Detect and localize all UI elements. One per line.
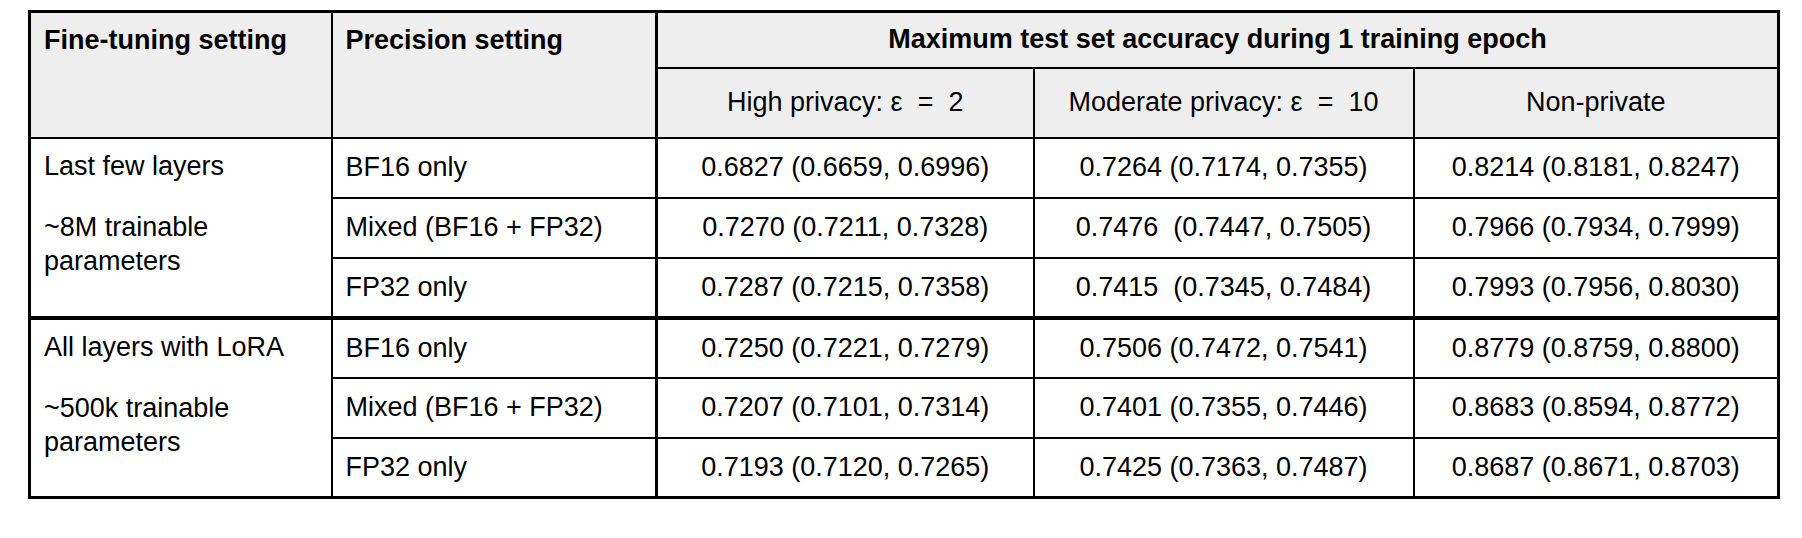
accuracy-cell-high-privacy: 0.7270 (0.7211, 0.7328) [657,198,1034,258]
results-table: Fine-tuning setting Precision setting Ma… [28,10,1780,499]
accuracy-cell-non-private: 0.8779 (0.8759, 0.8800) [1414,318,1779,378]
col-header-precision-setting: Precision setting [332,12,657,138]
header-row-1: Fine-tuning setting Precision setting Ma… [30,12,1779,68]
table-row: Last few layers ~8M trainable parameters… [30,138,1779,198]
group-label-line1: All layers with LoRA [44,330,319,364]
accuracy-cell-high-privacy: 0.7207 (0.7101, 0.7314) [657,378,1034,438]
col-header-fine-tuning-setting: Fine-tuning setting [30,12,332,138]
page: Fine-tuning setting Precision setting Ma… [0,0,1802,519]
precision-cell: FP32 only [332,438,657,498]
table-row: All layers with LoRA ~500k trainable par… [30,318,1779,378]
subheader-moderate-privacy: Moderate privacy: ε = 10 [1034,68,1414,138]
subheader-high-privacy: High privacy: ε = 2 [657,68,1034,138]
accuracy-cell-moderate-privacy: 0.7264 (0.7174, 0.7355) [1034,138,1414,198]
accuracy-cell-non-private: 0.8214 (0.8181, 0.8247) [1414,138,1779,198]
accuracy-cell-high-privacy: 0.7287 (0.7215, 0.7358) [657,258,1034,318]
span-header-max-accuracy: Maximum test set accuracy during 1 train… [657,12,1779,68]
accuracy-cell-high-privacy: 0.7250 (0.7221, 0.7279) [657,318,1034,378]
accuracy-cell-moderate-privacy: 0.7425 (0.7363, 0.7487) [1034,438,1414,498]
accuracy-cell-non-private: 0.8683 (0.8594, 0.8772) [1414,378,1779,438]
accuracy-cell-moderate-privacy: 0.7401 (0.7355, 0.7446) [1034,378,1414,438]
accuracy-cell-non-private: 0.8687 (0.8671, 0.8703) [1414,438,1779,498]
group-label-last-few-layers: Last few layers ~8M trainable parameters [30,138,332,318]
group-label-line2: ~8M trainable parameters [44,210,319,278]
accuracy-cell-moderate-privacy: 0.7415 (0.7345, 0.7484) [1034,258,1414,318]
group-label-all-layers-lora: All layers with LoRA ~500k trainable par… [30,318,332,498]
accuracy-cell-non-private: 0.7966 (0.7934, 0.7999) [1414,198,1779,258]
precision-cell: BF16 only [332,138,657,198]
accuracy-cell-moderate-privacy: 0.7476 (0.7447, 0.7505) [1034,198,1414,258]
accuracy-cell-high-privacy: 0.6827 (0.6659, 0.6996) [657,138,1034,198]
precision-cell: FP32 only [332,258,657,318]
subheader-non-private: Non-private [1414,68,1779,138]
precision-cell: BF16 only [332,318,657,378]
accuracy-cell-non-private: 0.7993 (0.7956, 0.8030) [1414,258,1779,318]
precision-cell: Mixed (BF16 + FP32) [332,378,657,438]
group-label-line2: ~500k trainable parameters [44,391,319,459]
accuracy-cell-moderate-privacy: 0.7506 (0.7472, 0.7541) [1034,318,1414,378]
accuracy-cell-high-privacy: 0.7193 (0.7120, 0.7265) [657,438,1034,498]
group-label-line1: Last few layers [44,149,319,183]
precision-cell: Mixed (BF16 + FP32) [332,198,657,258]
